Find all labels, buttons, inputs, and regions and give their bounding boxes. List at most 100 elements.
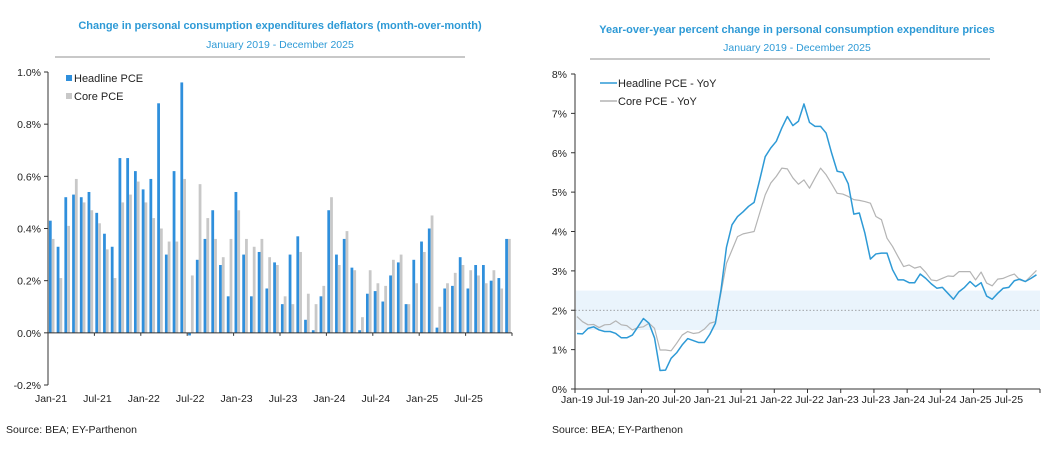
bar-headline-pce — [56, 246, 60, 333]
y-tick-label: 1.0% — [17, 67, 41, 79]
bar-core-pce — [368, 270, 372, 333]
bar-headline-pce — [481, 265, 485, 333]
bar-core-pce — [399, 254, 403, 333]
mom-plot-area: -0.2% 0.0% 0.2% 0.4% 0.6% 0.8% 1.0% Jan-21 Jul-2… — [14, 67, 513, 405]
bar-headline-pce — [381, 301, 385, 333]
x-tick-label: Jan-25 — [960, 394, 992, 406]
bar-headline-pce — [389, 275, 392, 333]
bar-core-pce — [245, 238, 248, 333]
y-tick-label: 0.4% — [17, 224, 41, 236]
x-tick-label: Jan-20 — [627, 394, 659, 406]
bar-headline-pce — [188, 332, 191, 336]
bar-core-pce — [291, 304, 295, 333]
bar-headline-pce — [195, 259, 199, 333]
bar-headline-pce — [505, 238, 508, 333]
bar-headline-pce — [489, 280, 493, 333]
x-tick-label: Jul-25 — [454, 393, 483, 405]
bar-headline-pce — [257, 251, 261, 333]
bar-headline-pce — [87, 191, 91, 333]
line-core-pce-yoy — [576, 167, 1037, 352]
x-tick-label: Jul-23 — [269, 393, 298, 405]
bar-headline-pce — [365, 293, 369, 333]
y-tick-label: -0.2% — [14, 380, 41, 392]
bar-core-pce — [484, 283, 488, 333]
bar-headline-pce — [373, 291, 377, 333]
bar-headline-pce — [141, 189, 145, 333]
bar-headline-pce — [412, 259, 416, 333]
bar-core-pce — [330, 197, 333, 333]
bar-core-pce — [507, 238, 511, 333]
bar-core-pce — [105, 249, 109, 333]
legend-swatch-headline — [66, 75, 72, 81]
bar-headline-pce — [64, 197, 68, 333]
mom-chart-title: Change in personal consumption expenditu… — [78, 20, 482, 32]
bar-headline-pce — [203, 238, 207, 333]
bar-core-pce — [82, 202, 86, 333]
bar-core-pce — [190, 275, 194, 333]
bar-core-pce — [268, 257, 272, 333]
bar-core-pce — [322, 285, 326, 333]
bar-headline-pce — [311, 330, 315, 333]
y-tick-label: 0.2% — [17, 276, 41, 288]
bar-core-pce — [376, 283, 380, 333]
legend-label-headline-yoy: Headline PCE - YoY — [618, 78, 717, 90]
bar-core-pce — [159, 228, 163, 333]
bar-core-pce — [59, 278, 63, 333]
bar-headline-pce — [327, 210, 331, 333]
bar-core-pce — [415, 283, 418, 333]
bar-core-pce — [98, 223, 101, 333]
bar-core-pce — [275, 265, 279, 333]
y-tick-label: 1% — [552, 345, 567, 357]
x-tick-label: Jan-22 — [760, 394, 792, 406]
bar-headline-pce — [211, 210, 215, 333]
x-tick-label: Jan-22 — [128, 393, 160, 405]
bar-headline-pce — [234, 191, 238, 333]
bar-headline-pce — [466, 288, 470, 333]
bar-headline-pce — [319, 296, 323, 333]
bar-core-pce — [252, 246, 256, 333]
y-tick-label: 0% — [552, 384, 567, 396]
x-tick-label: Jan-23 — [827, 394, 859, 406]
bar-core-pce — [198, 184, 202, 333]
bar-headline-pce — [95, 212, 99, 333]
mom-legend: Headline PCE Core PCE — [66, 73, 143, 103]
bar-core-pce — [67, 225, 70, 333]
bar-core-pce — [129, 194, 132, 333]
x-tick-label: Jul-23 — [862, 394, 891, 406]
bar-core-pce — [183, 178, 186, 333]
y-tick-label: 0.6% — [17, 171, 41, 183]
bar-headline-pce — [497, 278, 501, 333]
bar-core-pce — [438, 306, 442, 333]
bar-core-pce — [500, 288, 504, 333]
x-tick-label: Jul-24 — [928, 394, 957, 406]
y-tick-label: 7% — [552, 108, 567, 120]
y-tick-label: 2% — [552, 305, 567, 317]
yoy-chart-title: Year-over-year percent change in persona… — [599, 24, 995, 36]
bar-headline-pce — [126, 158, 130, 333]
bar-headline-pce — [304, 319, 307, 333]
bar-headline-pce — [149, 178, 153, 333]
y-tick-label: 3% — [552, 266, 567, 278]
line-headline-pce-yoy — [576, 103, 1037, 372]
bar-headline-pce — [458, 257, 462, 333]
bar-headline-pce — [404, 304, 408, 333]
bar-headline-pce — [288, 254, 292, 333]
bar-core-pce — [214, 238, 217, 333]
bar-headline-pce — [443, 288, 447, 333]
bar-core-pce — [90, 210, 94, 333]
bar-core-pce — [229, 238, 233, 333]
bar-core-pce — [306, 293, 310, 333]
bar-core-pce — [206, 218, 210, 333]
x-tick-label: Jul-20 — [662, 394, 691, 406]
x-tick-label: Jan-21 — [35, 393, 67, 405]
bar-core-pce — [299, 251, 302, 333]
yoy-legend: Headline PCE - YoY Core PCE - YoY — [600, 78, 717, 108]
x-tick-label: Jan-19 — [561, 394, 593, 406]
bar-core-pce — [345, 231, 349, 333]
bar-core-pce — [221, 257, 225, 333]
bar-headline-pce — [226, 296, 230, 333]
yoy-source-note: Source: BEA; EY-Parthenon — [552, 424, 683, 436]
x-tick-label: Jul-22 — [795, 394, 824, 406]
bar-core-pce — [453, 272, 457, 333]
